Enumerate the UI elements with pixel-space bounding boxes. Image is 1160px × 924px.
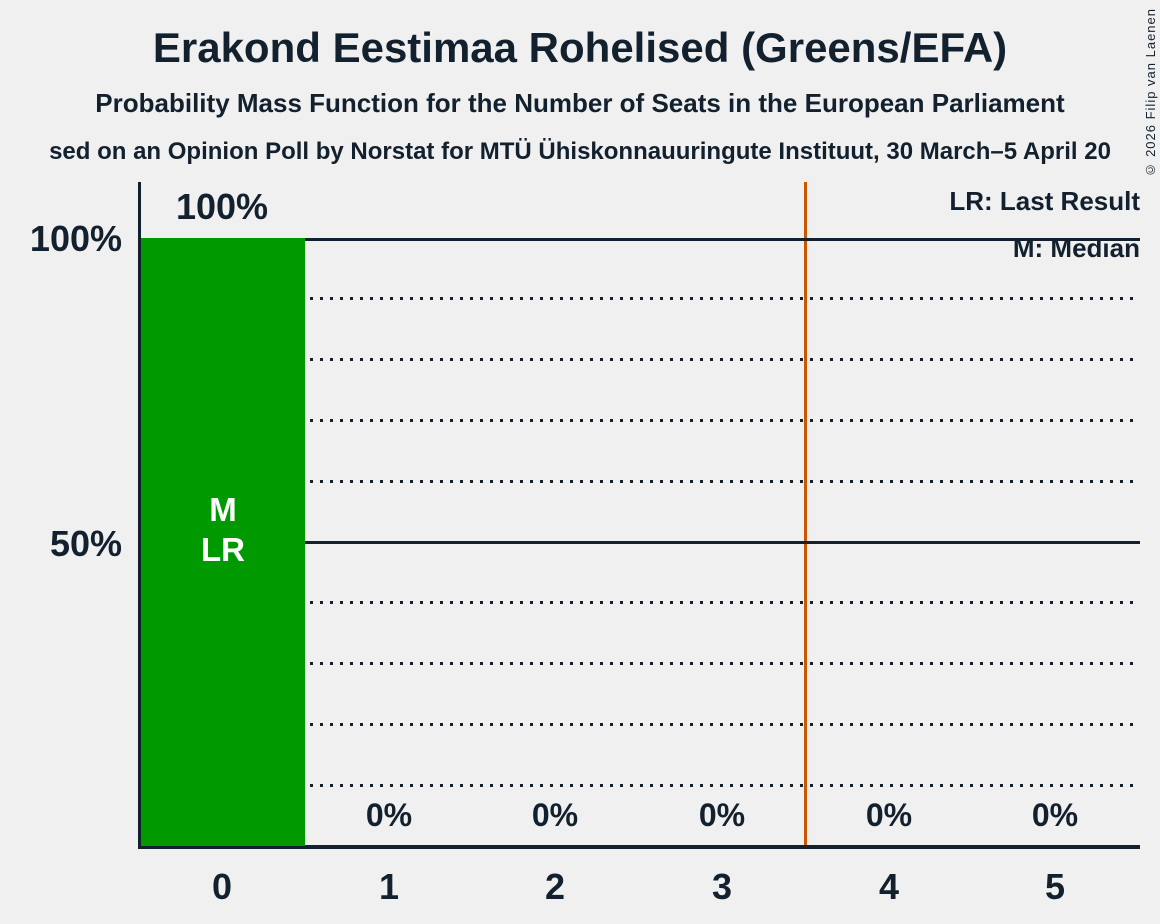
page-title: Erakond Eestimaa Rohelised (Greens/EFA) [152,24,1008,71]
x-axis-tick-3: 3 [711,866,733,907]
gridline-30pct [140,662,1140,665]
x-axis-tick-4: 4 [878,866,900,907]
bar-value-label-3: 0% [698,797,746,833]
poll-source-line: sed on an Opinion Poll by Norstat for MT… [49,138,1111,165]
probability-bar-seat-0 [141,238,305,846]
x-axis-line [138,845,1140,849]
y-axis-tick-50: 50% [49,523,122,564]
bar-value-label-5: 0% [1031,797,1079,833]
bar-value-label-4: 0% [865,797,913,833]
x-axis-tick-0: 0 [211,866,233,907]
gridline-50pct [140,541,1140,544]
bar-value-label-1: 0% [365,797,413,833]
bar-value-label-2: 0% [531,797,579,833]
x-axis-tick-2: 2 [544,866,566,907]
last-result-marker: LR [201,531,245,568]
x-axis-tick-5: 5 [1044,866,1066,907]
gridline-60pct [140,480,1140,483]
gridline-20pct [140,723,1140,726]
median-marker: M [209,491,237,528]
bar-annotations-seat-0: M LR [141,490,305,570]
gridline-40pct [140,601,1140,604]
gridline-10pct [140,784,1140,787]
y-axis-line [138,182,141,849]
x-axis-tick-1: 1 [378,866,400,907]
legend-median: M: Median [1012,233,1140,263]
bar-value-label-0: 100% [175,186,269,227]
y-axis-tick-100: 100% [29,218,122,259]
chart-subtitle: Probability Mass Function for the Number… [95,88,1065,118]
gridline-80pct [140,358,1140,361]
legend-last-result: LR: Last Result [949,186,1140,216]
last-result-line [804,182,807,845]
gridline-90pct [140,297,1140,300]
gridline-70pct [140,419,1140,422]
gridline-100pct [140,238,1140,241]
